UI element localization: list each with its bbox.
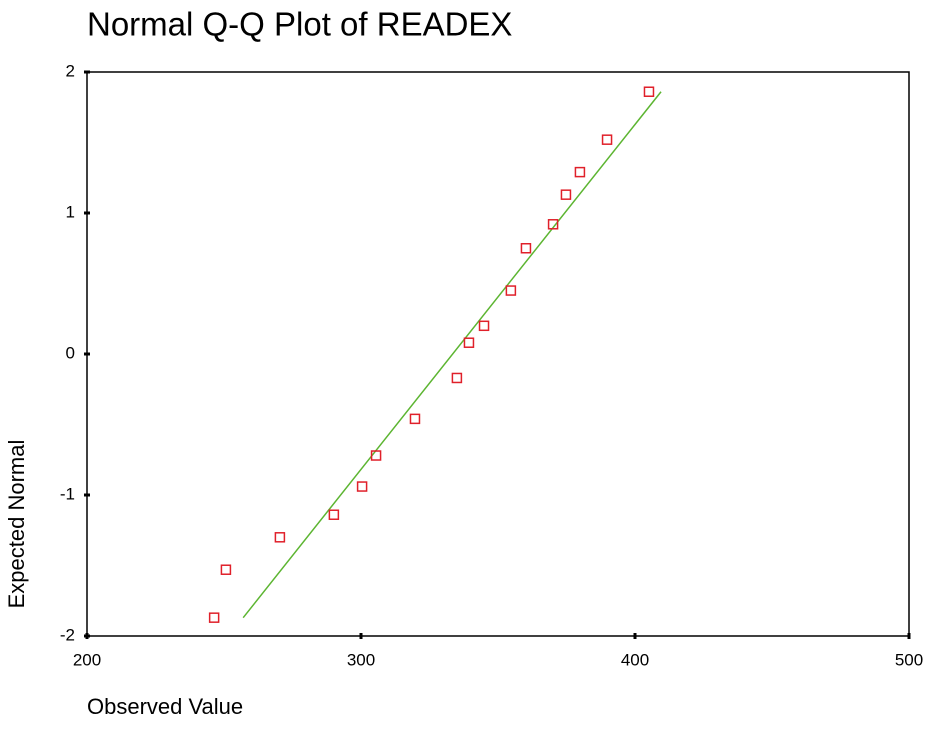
y-axis-label: Expected Normal	[4, 440, 29, 609]
x-axis-label: Observed Value	[87, 694, 243, 719]
point	[520, 243, 532, 254]
x-tick-label: 200	[73, 650, 101, 669]
point	[601, 134, 613, 145]
y-tick-label: 0	[66, 343, 75, 362]
x-tick-label: 300	[347, 650, 375, 669]
point	[208, 612, 220, 623]
point	[356, 481, 368, 492]
point	[274, 532, 286, 543]
point	[328, 509, 340, 520]
y-tick-label: -2	[60, 625, 75, 644]
reference-line	[242, 91, 662, 619]
point	[220, 564, 232, 575]
point	[370, 450, 382, 461]
point	[478, 320, 490, 332]
point	[547, 219, 559, 230]
point	[560, 189, 572, 200]
point	[463, 337, 475, 348]
x-tick-label: 400	[621, 650, 649, 669]
x-tick-label: 500	[895, 650, 923, 669]
point	[451, 372, 463, 384]
point	[409, 413, 421, 425]
y-tick-label: 2	[66, 61, 75, 80]
point	[574, 166, 586, 178]
point	[643, 86, 655, 97]
chart-title: Normal Q-Q Plot of READEX	[87, 6, 512, 43]
y-tick-label: -1	[60, 484, 75, 503]
plot-frame	[86, 71, 910, 637]
y-tick-label: 1	[66, 202, 75, 221]
point	[505, 285, 517, 296]
